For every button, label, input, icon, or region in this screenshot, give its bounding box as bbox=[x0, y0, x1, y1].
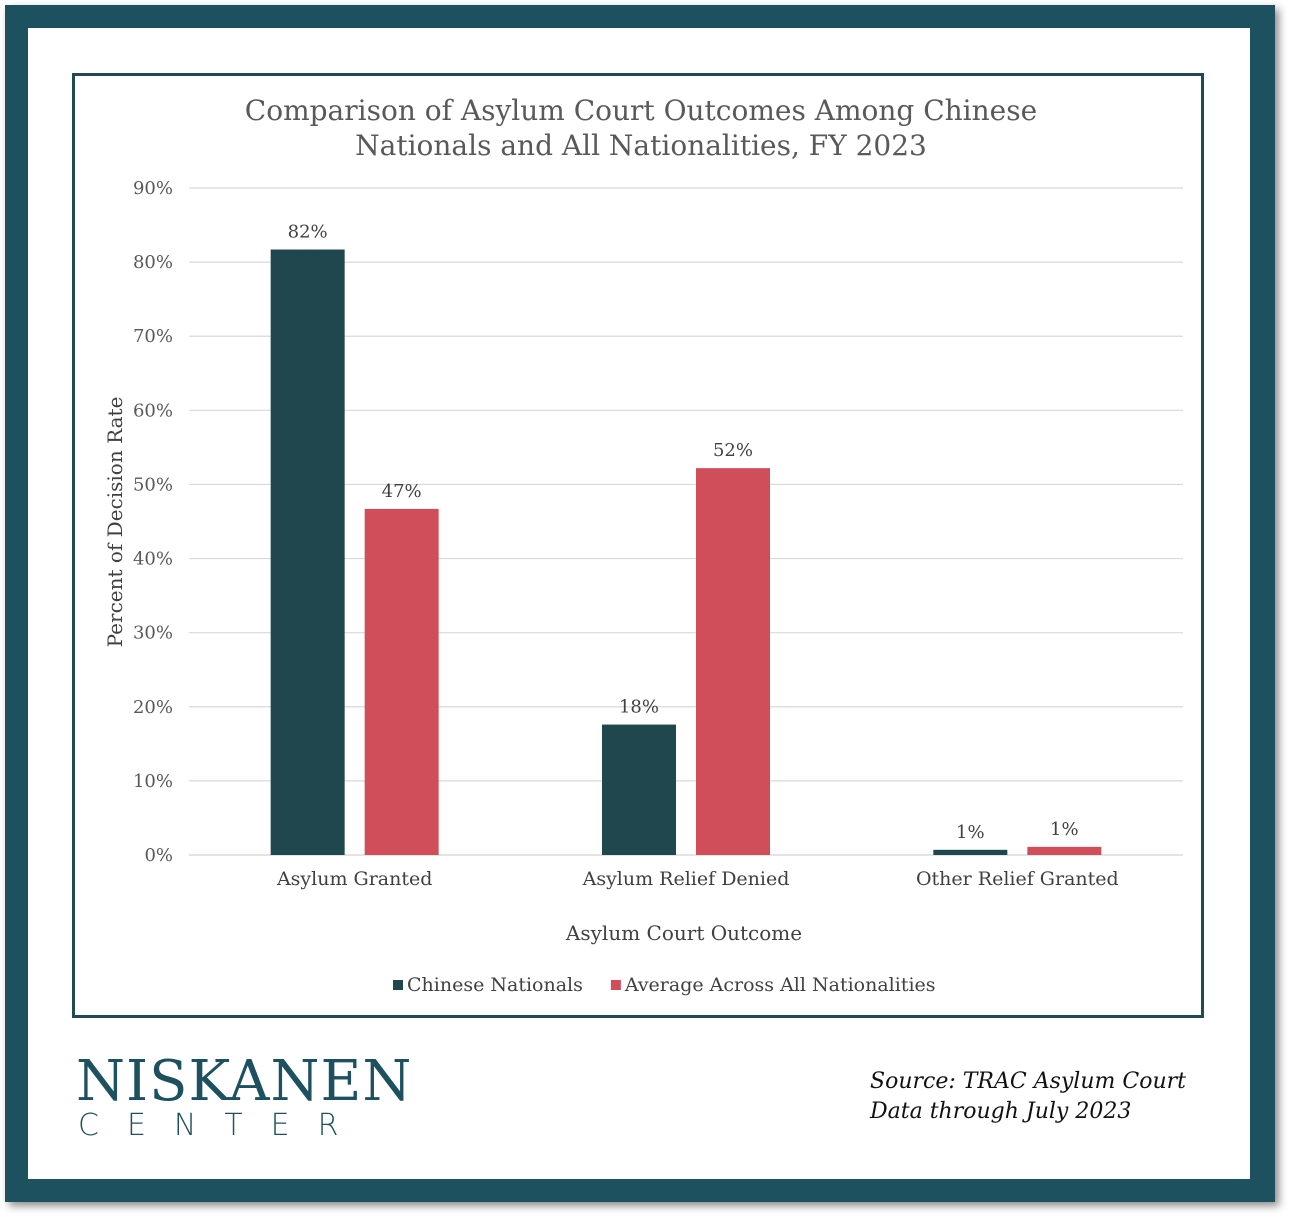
data-label: 82% bbox=[288, 222, 328, 243]
chart-panel: Comparison of Asylum Court Outcomes Amon… bbox=[72, 73, 1204, 1018]
x-category-label: Other Relief Granted bbox=[916, 868, 1119, 890]
y-tick-label: 0% bbox=[144, 845, 173, 866]
legend: Chinese Nationals Average Across All Nati… bbox=[393, 974, 936, 996]
bar bbox=[1027, 846, 1102, 855]
bar bbox=[933, 849, 1008, 855]
legend-label: Chinese Nationals bbox=[407, 974, 583, 996]
y-tick-label: 30% bbox=[133, 623, 173, 644]
bars: 82% 47% 18% 52% 1% 1% bbox=[270, 222, 1102, 856]
x-category-label: Asylum Relief Denied bbox=[582, 868, 790, 890]
logo-wordmark-bottom: CENTER bbox=[78, 1108, 367, 1143]
data-label: 1% bbox=[956, 822, 985, 843]
x-axis-title: Asylum Court Outcome bbox=[565, 921, 802, 945]
y-tick-label: 60% bbox=[133, 400, 173, 421]
source-line-2: Data through July 2023 bbox=[870, 1099, 1132, 1124]
y-tick-label: 90% bbox=[133, 178, 173, 199]
data-label: 47% bbox=[382, 481, 422, 502]
chart-title-line-2: Nationals and All Nationalities, FY 2023 bbox=[355, 129, 927, 162]
legend-label: Average Across All Nationalities bbox=[624, 974, 936, 996]
niskanen-center-logo: NISKANEN CENTER bbox=[76, 1052, 416, 1142]
x-category-label: Asylum Granted bbox=[276, 868, 432, 890]
source-note: Source: TRAC Asylum Court Data through J… bbox=[870, 1067, 1230, 1127]
bar bbox=[696, 468, 770, 855]
bar bbox=[602, 724, 676, 855]
gridlines bbox=[189, 187, 1183, 856]
y-tick-label: 70% bbox=[133, 326, 173, 347]
bar-chart: Comparison of Asylum Court Outcomes Amon… bbox=[103, 94, 1183, 996]
y-tick-label: 40% bbox=[133, 549, 173, 570]
logo-wordmark-top: NISKANEN bbox=[76, 1049, 413, 1114]
x-axis-categories: Asylum Granted Asylum Relief Denied Other … bbox=[276, 868, 1119, 890]
y-tick-label: 10% bbox=[133, 771, 173, 792]
chart-title-line-1: Comparison of Asylum Court Outcomes Amon… bbox=[245, 94, 1037, 127]
y-axis-title: Percent of Decision Rate bbox=[103, 397, 127, 648]
y-tick-label: 20% bbox=[133, 697, 173, 718]
data-label: 18% bbox=[619, 697, 659, 718]
legend-swatch bbox=[393, 980, 403, 990]
bar bbox=[364, 508, 439, 855]
y-tick-label: 50% bbox=[133, 474, 173, 495]
legend-swatch bbox=[610, 980, 621, 990]
bar bbox=[270, 249, 345, 856]
data-label: 1% bbox=[1050, 819, 1079, 840]
source-line-1: Source: TRAC Asylum Court bbox=[870, 1069, 1186, 1094]
y-axis-ticks: 0% 10% 20% 30% 40% 50% 60% 70% 80% 90% bbox=[133, 178, 173, 866]
y-tick-label: 80% bbox=[133, 252, 173, 273]
data-label: 52% bbox=[713, 440, 753, 461]
